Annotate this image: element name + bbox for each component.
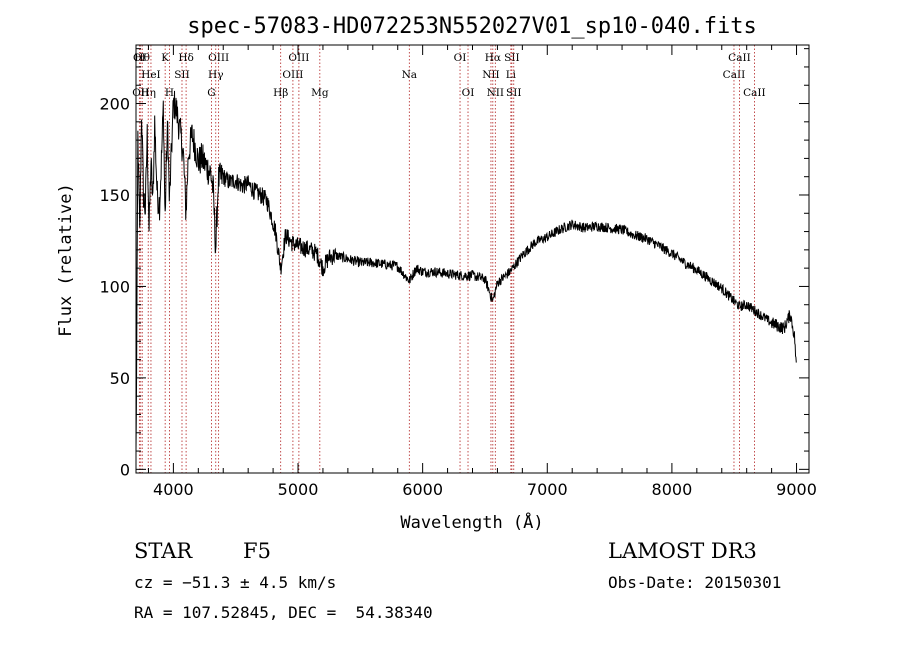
spectral-line-label: Hδ [178,52,193,64]
x-tick-label: 9000 [776,480,817,499]
spectral-line-label: SII [174,69,190,81]
sky-coordinates: RA = 107.52845, DEC = 54.38340 [134,603,433,622]
spectral-line-label: CaII [743,87,766,99]
spectral-line-label: Hθ [134,52,149,64]
y-tick-label: 100 [99,277,130,296]
y-tick-label: 50 [110,369,130,388]
spectral-line-label: K [161,52,169,64]
survey-name: LAMOST DR3 [608,539,757,563]
spectral-line-label: H [165,87,174,99]
x-axis-label: Wavelength (Å) [400,511,543,533]
spectral-line-label: OI [454,52,467,64]
y-axis-label: Flux (relative) [56,183,76,337]
spectral-line-label: CaII [723,69,746,81]
spectral-line-label: OI [462,87,475,99]
axes: 4000 5000 6000 7000 8000 9000 0 50 100 150 200 [99,45,817,499]
redshift-readout: cz = −51.3 ± 4.5 km/s [134,573,337,592]
plot-frame [135,44,810,474]
spectral-line-label: NII [487,87,504,99]
spectral-line-label: OIII [208,52,229,64]
spectral-line-label: Hη [140,87,155,99]
spectral-line-label: Mg [311,87,329,99]
spectral-line-label: SII [504,52,520,64]
spectral-line-label: Na [402,69,417,81]
chart-title: spec-57083-HD072253N552027V01_sp10-040.f… [187,14,757,39]
object-class: STAR [134,539,193,563]
spectral-line-label: Hγ [208,69,223,81]
spectral-line-label: SII [506,87,522,99]
x-tick-label: 5000 [278,480,319,499]
x-tick-label: 4000 [153,480,194,499]
observation-date: Obs-Date: 20150301 [608,573,782,592]
x-tick-label: 6000 [402,480,443,499]
object-subclass: F5 [243,539,271,563]
spectral-line-label: Li [506,69,517,81]
spectral-line-label: HeI [141,69,161,81]
spectral-line-label: OII [132,87,149,99]
spectral-line-label: NII [482,69,499,81]
spectral-line-label: Hα [485,52,501,64]
y-tick-label: 0 [120,460,130,479]
spectral-line-label: CaII [728,52,751,64]
x-tick-label: 7000 [527,480,568,499]
y-tick-label: 200 [99,95,130,114]
y-tick-label: 150 [99,186,130,205]
x-tick-label: 8000 [652,480,693,499]
spectrum-line [135,90,797,452]
spectral-line-label: OIII [282,69,303,81]
spectral-line-label: G [207,87,215,99]
spectral-line-label: OIII [288,52,309,64]
spectral-line-label: Hβ [273,87,288,99]
